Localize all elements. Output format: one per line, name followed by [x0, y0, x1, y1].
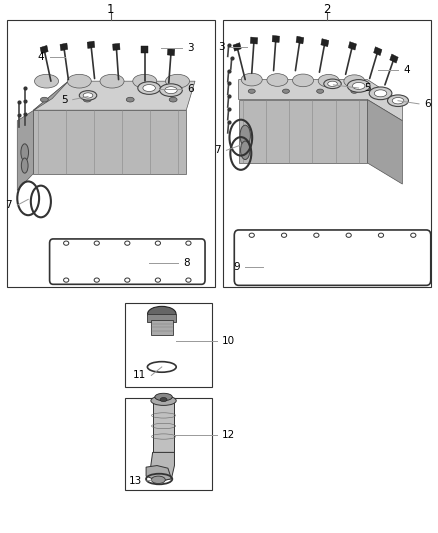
Ellipse shape [35, 74, 59, 88]
Ellipse shape [374, 90, 387, 97]
Ellipse shape [241, 73, 262, 86]
Polygon shape [150, 453, 174, 481]
Ellipse shape [388, 95, 409, 107]
Ellipse shape [21, 144, 28, 161]
Ellipse shape [159, 84, 182, 96]
Polygon shape [390, 54, 398, 63]
Text: 5: 5 [364, 83, 371, 93]
Ellipse shape [133, 74, 157, 88]
Ellipse shape [318, 75, 339, 87]
Polygon shape [250, 37, 258, 44]
Ellipse shape [324, 79, 341, 88]
Bar [125, 303, 212, 387]
Polygon shape [33, 110, 186, 174]
Ellipse shape [317, 89, 324, 93]
Bar [7, 20, 215, 287]
Polygon shape [167, 49, 175, 55]
Text: 7: 7 [215, 146, 221, 155]
Text: 3: 3 [218, 42, 225, 52]
Ellipse shape [155, 393, 172, 401]
Ellipse shape [353, 83, 365, 90]
Ellipse shape [240, 125, 251, 146]
Polygon shape [40, 45, 48, 54]
Ellipse shape [148, 306, 176, 321]
Text: 7: 7 [5, 200, 12, 210]
Ellipse shape [248, 89, 255, 93]
Ellipse shape [40, 97, 48, 102]
Polygon shape [296, 36, 304, 44]
Ellipse shape [160, 398, 167, 402]
Polygon shape [367, 100, 403, 184]
Text: 11: 11 [133, 370, 146, 381]
Polygon shape [239, 100, 367, 163]
Bar [223, 20, 431, 287]
Ellipse shape [240, 141, 250, 159]
Ellipse shape [344, 75, 365, 87]
Polygon shape [60, 43, 68, 51]
Polygon shape [374, 47, 382, 55]
Ellipse shape [165, 87, 177, 94]
Ellipse shape [83, 97, 91, 102]
Polygon shape [146, 465, 171, 481]
Text: 8: 8 [183, 258, 189, 268]
Text: 6: 6 [187, 84, 194, 94]
Text: 13: 13 [128, 476, 142, 486]
Ellipse shape [169, 97, 177, 102]
Polygon shape [272, 36, 279, 43]
Polygon shape [87, 41, 95, 49]
Text: 6: 6 [424, 99, 431, 109]
Polygon shape [33, 81, 195, 110]
Bar [125, 398, 212, 490]
Polygon shape [348, 42, 357, 50]
Text: 3: 3 [187, 43, 194, 53]
Polygon shape [239, 79, 403, 121]
Ellipse shape [151, 476, 165, 483]
Text: 4: 4 [403, 65, 410, 75]
Ellipse shape [369, 87, 392, 100]
Ellipse shape [166, 74, 190, 88]
Ellipse shape [151, 396, 176, 406]
Text: 1: 1 [107, 3, 114, 17]
Text: 2: 2 [324, 3, 331, 17]
Polygon shape [148, 314, 176, 322]
Ellipse shape [143, 85, 155, 92]
Ellipse shape [79, 91, 97, 100]
Ellipse shape [138, 82, 160, 94]
Ellipse shape [100, 74, 124, 88]
Ellipse shape [267, 74, 288, 86]
Polygon shape [233, 43, 241, 51]
Ellipse shape [67, 74, 91, 88]
Text: 5: 5 [61, 95, 67, 104]
Polygon shape [151, 320, 173, 335]
Ellipse shape [126, 97, 134, 102]
Ellipse shape [293, 74, 314, 87]
Polygon shape [152, 400, 174, 453]
Text: 12: 12 [222, 430, 235, 440]
Ellipse shape [283, 89, 290, 93]
Ellipse shape [347, 79, 370, 92]
Polygon shape [113, 43, 120, 51]
Ellipse shape [21, 158, 28, 173]
Polygon shape [17, 81, 68, 190]
Ellipse shape [351, 89, 358, 93]
Ellipse shape [83, 93, 93, 98]
Text: 9: 9 [233, 262, 240, 272]
Text: 10: 10 [222, 336, 235, 346]
Ellipse shape [328, 81, 337, 86]
Text: 4: 4 [38, 52, 44, 62]
Polygon shape [141, 46, 148, 53]
Polygon shape [321, 39, 329, 47]
Ellipse shape [392, 98, 404, 104]
